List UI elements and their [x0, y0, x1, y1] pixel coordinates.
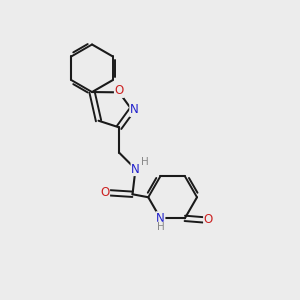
Text: N: N [131, 163, 140, 176]
Text: O: O [100, 186, 110, 199]
Text: N: N [156, 212, 165, 225]
Text: O: O [204, 213, 213, 226]
Text: H: H [157, 222, 164, 232]
Text: H: H [141, 158, 149, 167]
Text: N: N [130, 103, 139, 116]
Text: O: O [115, 84, 124, 98]
